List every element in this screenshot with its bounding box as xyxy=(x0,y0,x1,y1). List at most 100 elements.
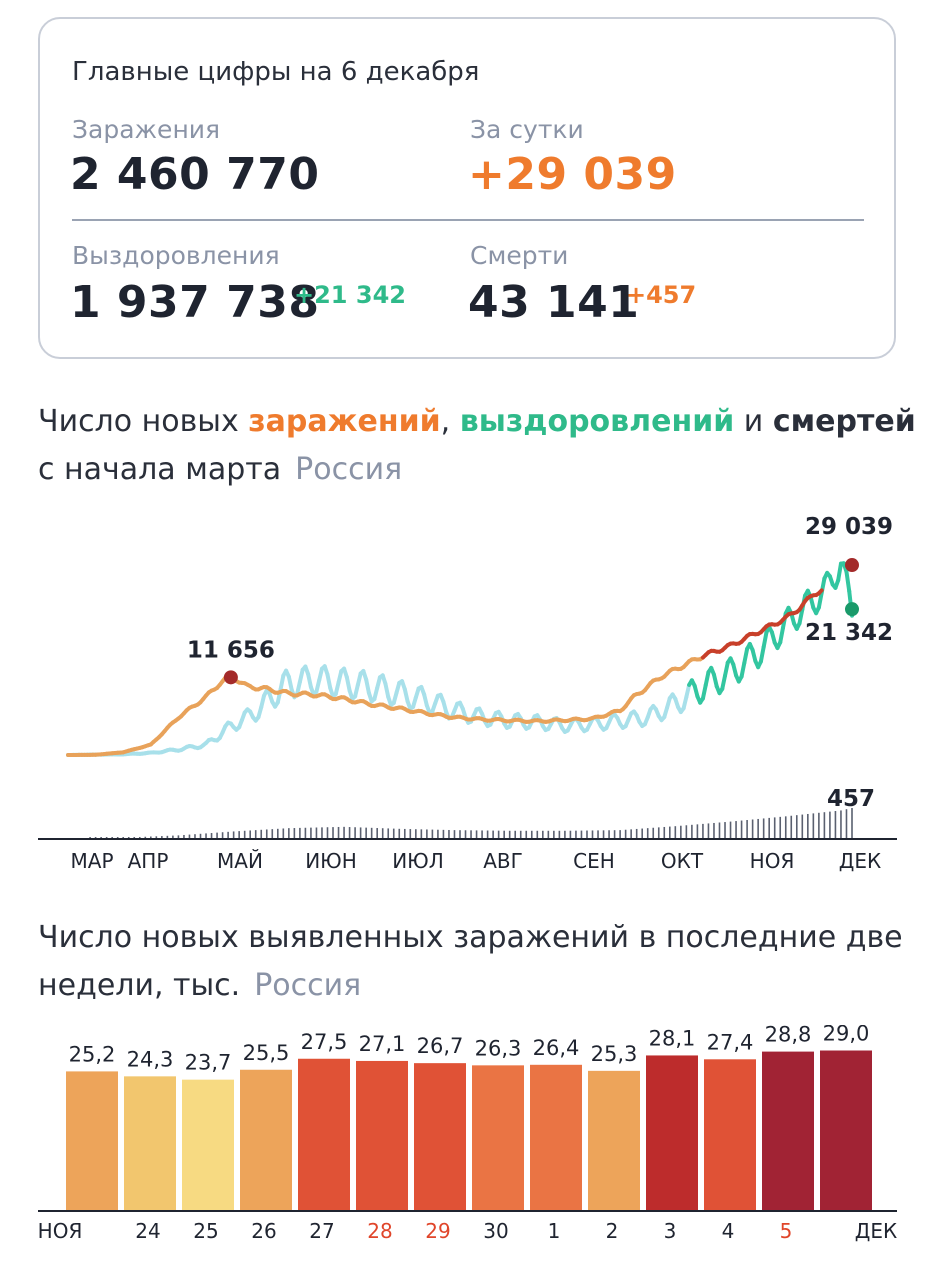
series-segment xyxy=(402,687,410,704)
death-bar xyxy=(795,815,798,838)
x-tick-label: 30 xyxy=(483,1219,508,1243)
death-bar xyxy=(845,809,848,838)
series-segment xyxy=(306,672,313,690)
series-segment xyxy=(723,660,730,678)
line-heading-line1: Число новых заражений, выздоровлений и с… xyxy=(38,398,916,446)
series-segment xyxy=(684,682,692,699)
bar xyxy=(646,1055,698,1210)
death-bar xyxy=(100,837,102,838)
bar-value-label: 27,1 xyxy=(359,1032,406,1056)
death-bar xyxy=(122,837,125,838)
bar-value-label: 25,5 xyxy=(243,1041,290,1065)
death-bar xyxy=(691,824,693,838)
series-segment xyxy=(711,672,719,689)
summary-divider xyxy=(72,219,864,221)
deaths-bars xyxy=(89,808,853,838)
death-bar xyxy=(674,826,677,838)
death-bar xyxy=(519,830,522,838)
death-bar xyxy=(216,832,218,838)
bar xyxy=(762,1051,814,1210)
x-tick-label: 29 xyxy=(425,1219,450,1243)
line-chart: МАР АПР МАЙ ИЮН ИЮЛ АВГ СЕН ОКТ НОЯ ДЕК 11 656 29 0… xyxy=(38,514,897,873)
series-segment xyxy=(364,677,371,695)
death-bar xyxy=(724,822,726,838)
death-bar xyxy=(415,829,417,838)
death-bar xyxy=(183,834,185,838)
heading-since: с начала марта xyxy=(38,452,282,487)
death-bar xyxy=(790,815,793,838)
x-tick-label: МАЙ xyxy=(217,849,263,873)
bar-value-label: 26,4 xyxy=(533,1036,580,1060)
death-bar xyxy=(630,829,632,838)
death-bar xyxy=(299,827,301,838)
death-bar xyxy=(713,822,715,838)
deaths-value: 43 141 xyxy=(468,277,640,328)
death-bar xyxy=(238,831,240,838)
death-bar xyxy=(155,836,158,838)
series-segment xyxy=(297,667,305,684)
death-bar xyxy=(663,826,666,838)
bar xyxy=(66,1071,118,1210)
series-segment xyxy=(758,645,766,664)
death-bar xyxy=(288,828,290,838)
series-segment xyxy=(816,591,824,610)
death-bar xyxy=(613,830,616,838)
death-bar xyxy=(773,817,776,838)
death-bar xyxy=(348,827,351,838)
death-bar xyxy=(437,829,439,838)
summary-card: Главные цифры на 6 декабря Заражения 2 4… xyxy=(38,17,896,359)
daily-value: +29 039 xyxy=(468,149,677,200)
series-segment xyxy=(700,683,708,701)
death-bar xyxy=(762,818,765,838)
death-bar xyxy=(823,812,826,838)
x-tick-label: НОЯ xyxy=(750,849,795,873)
series-segment xyxy=(720,673,728,691)
bar-value-label: 28,1 xyxy=(649,1026,696,1050)
x-tick-label: АПР xyxy=(128,849,169,873)
series-segment xyxy=(778,625,785,645)
death-bar xyxy=(635,828,638,838)
death-bar xyxy=(757,818,759,838)
death-bar xyxy=(442,829,445,838)
last-deaths-label: 457 xyxy=(827,786,875,812)
heading-region: Россия xyxy=(295,452,403,487)
recoveries-label: Выздоровления xyxy=(72,241,280,270)
death-bar xyxy=(514,830,517,838)
infections-line xyxy=(66,588,824,757)
heading-text: Число новых xyxy=(38,404,249,439)
bar xyxy=(240,1069,292,1210)
death-bar xyxy=(332,827,334,838)
death-bar xyxy=(392,828,395,838)
series-segment xyxy=(278,673,286,692)
x-tick-label: ИЮЛ xyxy=(392,849,444,873)
death-bar xyxy=(818,812,820,838)
x-tick-label: 2 xyxy=(606,1219,619,1243)
death-bar xyxy=(177,835,180,838)
death-bar xyxy=(718,822,721,838)
death-bar xyxy=(315,827,318,838)
death-bar xyxy=(265,829,268,838)
death-bar xyxy=(784,816,787,838)
death-bar xyxy=(398,828,401,838)
heading-infections: заражений xyxy=(248,404,441,439)
series-segment xyxy=(816,588,824,596)
x-tick-label: СЕН xyxy=(573,849,615,873)
bar-value-label: 27,5 xyxy=(301,1030,348,1054)
death-bar xyxy=(624,829,627,838)
deaths-delta: +457 xyxy=(626,281,697,309)
death-bar xyxy=(740,820,743,838)
death-bar xyxy=(486,830,489,838)
death-bar xyxy=(381,828,384,838)
death-bar xyxy=(597,830,599,838)
death-bar xyxy=(735,821,737,838)
bar-value-label: 25,2 xyxy=(69,1042,116,1066)
death-bar xyxy=(111,837,113,838)
death-bar xyxy=(547,830,550,838)
deaths-label: Смерти xyxy=(470,241,569,270)
death-bar xyxy=(227,831,229,838)
death-bar xyxy=(707,823,710,838)
death-bar xyxy=(282,828,285,838)
death-bar xyxy=(105,837,108,838)
death-bar xyxy=(586,830,588,838)
death-bar xyxy=(354,827,356,838)
